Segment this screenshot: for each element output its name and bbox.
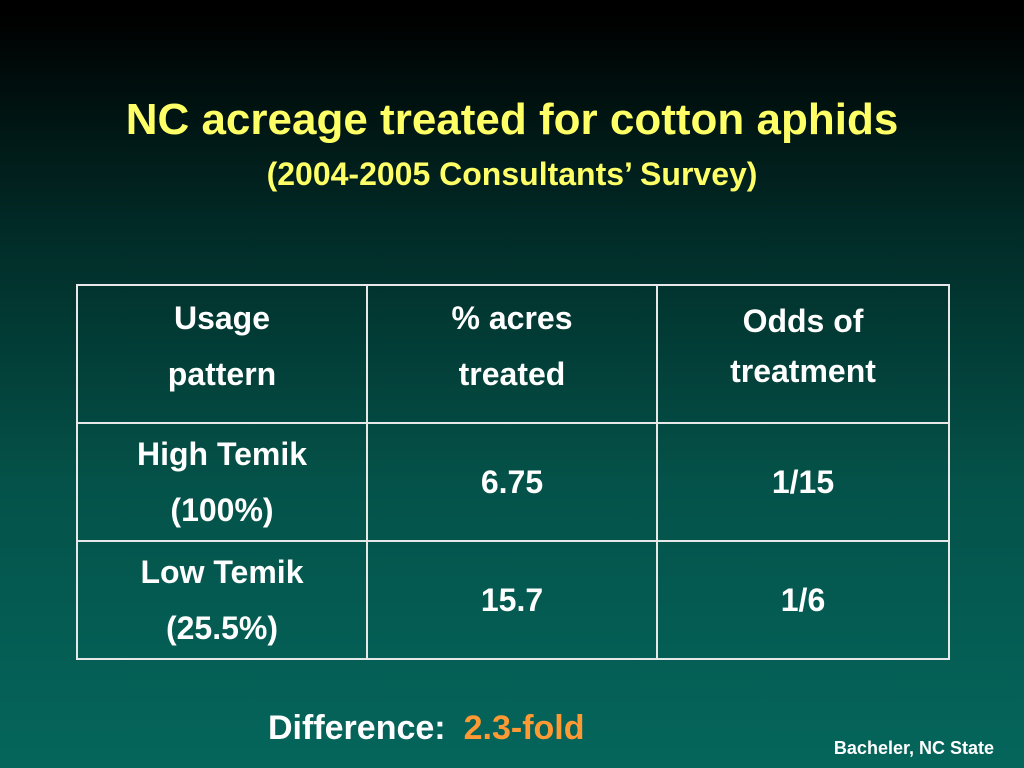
- source-credit: Bacheler, NC State: [833, 738, 994, 758]
- row-label-low-temik: Low Temik (25.5%): [76, 540, 368, 660]
- header-line: Odds of: [742, 303, 864, 339]
- row-label-line: Low Temik: [140, 554, 304, 590]
- header-line: treated: [458, 356, 566, 392]
- difference-summary: Difference: 2.3-fold: [268, 706, 585, 750]
- difference-value: 2.3-fold: [463, 709, 585, 747]
- difference-label: Difference:: [268, 709, 446, 747]
- header-line: treatment: [730, 353, 876, 389]
- row-label-line: High Temik: [136, 436, 308, 472]
- row-label-line: (100%): [170, 492, 274, 528]
- cell-acres-treated: 15.7: [366, 540, 658, 660]
- row-label-high-temik: High Temik (100%): [76, 422, 368, 542]
- row-label-line: (25.5%): [165, 610, 279, 646]
- slide: NC acreage treated for cotton aphids (20…: [0, 14, 1024, 768]
- table-header-row: Usage pattern % acres treated Odds of tr…: [76, 284, 950, 424]
- slide-title: NC acreage treated for cotton aphids: [125, 95, 899, 144]
- cell-odds-of-treatment: 1/6: [656, 540, 950, 660]
- header-usage-pattern: Usage pattern: [76, 284, 368, 424]
- table-row: High Temik (100%) 6.75 1/15: [76, 422, 950, 542]
- cell-acres-treated: 6.75: [366, 422, 658, 542]
- header-line: pattern: [167, 356, 277, 392]
- slide-subtitle: (2004-2005 Consultants’ Survey): [266, 156, 758, 192]
- header-odds-of-treatment: Odds of treatment: [656, 284, 950, 424]
- table-row: Low Temik (25.5%) 15.7 1/6: [76, 540, 950, 660]
- cell-odds-of-treatment: 1/15: [656, 422, 950, 542]
- header-percent-acres-treated: % acres treated: [366, 284, 658, 424]
- header-line: % acres: [451, 300, 573, 336]
- header-line: Usage: [173, 300, 271, 336]
- data-table: Usage pattern % acres treated Odds of tr…: [76, 284, 950, 660]
